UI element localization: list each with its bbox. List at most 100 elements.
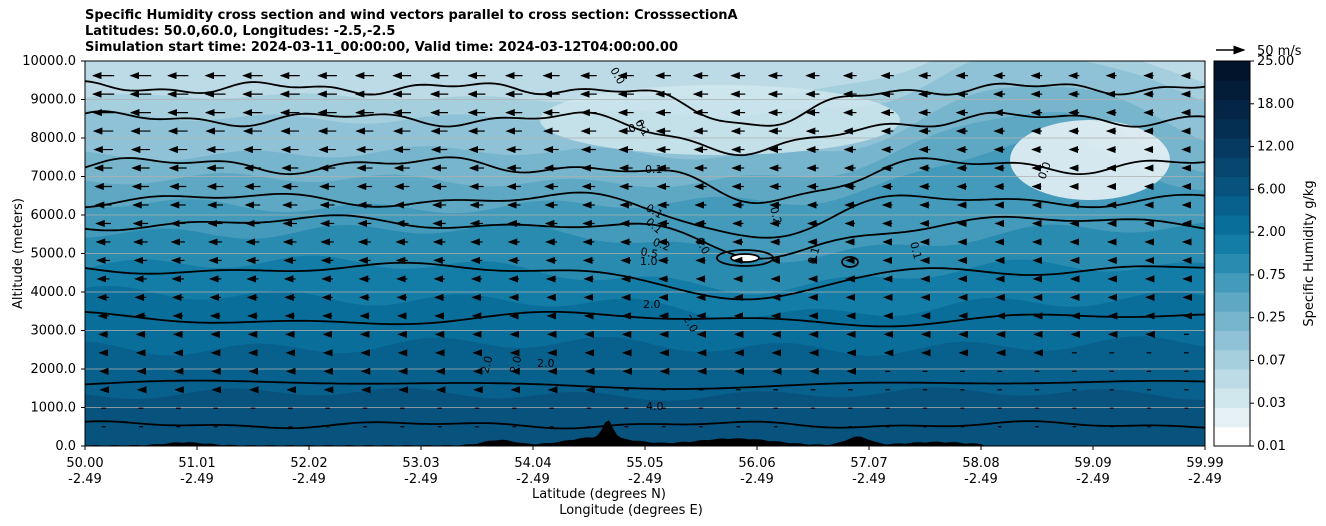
contour-label: 0.1 xyxy=(627,118,648,136)
colorbar-segment xyxy=(1214,118,1250,139)
colorbar-segment xyxy=(1214,253,1250,274)
y-tick-label: 6000.0 xyxy=(31,208,77,223)
colorbar-segment xyxy=(1214,311,1250,331)
x-tick-lon-label: -2.49 xyxy=(740,472,774,487)
colorbar-frame xyxy=(1213,60,1251,447)
y-tick-label: 8000.0 xyxy=(31,131,77,146)
dry-pocket xyxy=(1010,120,1170,200)
wind-reference-label: 50 m/s xyxy=(1257,44,1302,59)
contour-label: 0.2 xyxy=(767,205,784,225)
x-tick-lon-label: -2.49 xyxy=(404,472,438,487)
chart-subtitle-times: Simulation start time: 2024-03-11_00:00:… xyxy=(85,40,678,55)
colorbar-tick-label: 0.01 xyxy=(1257,439,1286,454)
y-tick-label: 4000.0 xyxy=(31,285,77,300)
colorbar-segment xyxy=(1214,388,1250,408)
colorbar-tick-label: 0.75 xyxy=(1257,268,1286,283)
contour-line-7 xyxy=(85,110,1205,157)
contour-line-4 xyxy=(85,214,1205,260)
colorbar-tick-label: 2.00 xyxy=(1257,225,1286,240)
contour-line-2 xyxy=(85,311,1205,328)
contour-line-0 xyxy=(85,379,1205,390)
y-tick-label: 7000.0 xyxy=(31,170,77,185)
x-tick-lon-label: -2.49 xyxy=(292,472,326,487)
colorbar-segment xyxy=(1214,195,1250,216)
colorbar-segment xyxy=(1214,234,1250,254)
x-tick-lon-label: -2.49 xyxy=(964,472,998,487)
contour-labels: 0.00.10.10.10.20.00.10.10.0 0.10.10.20.51… xyxy=(478,65,1053,413)
terrain xyxy=(85,420,1205,446)
colorbar-segment xyxy=(1214,330,1250,351)
x-tick-lat-label: 59.99 xyxy=(1186,456,1223,471)
contour-label: 4.0 xyxy=(646,400,664,413)
contour-label: 2.0 xyxy=(507,355,524,375)
colorbar-segment xyxy=(1214,426,1250,447)
colorbar-segment xyxy=(1214,157,1250,177)
colorbar-segment xyxy=(1214,215,1250,235)
y-tick-label: 2000.0 xyxy=(31,362,77,377)
y-tick-label: 9000.0 xyxy=(31,93,77,108)
colorbar-segment xyxy=(1214,369,1250,389)
colorbar-segment xyxy=(1214,272,1250,293)
contour-line-1 xyxy=(85,420,1205,430)
x-axis-label-longitude: Longitude (degrees E) xyxy=(559,503,703,518)
x-tick-lat-label: 56.06 xyxy=(738,456,775,471)
colorbar-tick-label: 12.00 xyxy=(1257,140,1294,155)
x-tick-lon-label: -2.49 xyxy=(180,472,214,487)
x-tick-lat-label: 59.09 xyxy=(1074,456,1111,471)
colorbar-tick-label: 0.07 xyxy=(1257,353,1286,368)
colorbar-segment xyxy=(1214,138,1250,158)
colorbar-tick-label: 6.00 xyxy=(1257,182,1286,197)
terrain-profile xyxy=(85,420,1205,446)
colorbar-segment xyxy=(1214,176,1250,197)
colorbar-tick-label: 18.00 xyxy=(1257,97,1294,112)
x-tick-lat-label: 51.01 xyxy=(178,456,215,471)
contour-label: 0.5 xyxy=(639,245,658,261)
x-tick-lat-label: 58.08 xyxy=(962,456,999,471)
x-tick-lat-label: 50.00 xyxy=(66,456,103,471)
colorbar-segment xyxy=(1214,349,1250,370)
colorbar: 0.01 0.03 0.07 0.25 0.75 2.00 6.00 12.00 18.00 25… xyxy=(1213,54,1317,454)
x-tick-lat-label: 54.04 xyxy=(514,456,551,471)
contour-label: 0.1 xyxy=(645,163,663,176)
colorbar-segment xyxy=(1214,61,1250,81)
x-tick-lat-label: 53.03 xyxy=(402,456,439,471)
humidity-contours xyxy=(85,80,1205,430)
x-tick-lat-label: 52.02 xyxy=(290,456,327,471)
contour-line-6 xyxy=(85,156,1205,205)
colorbar-segment xyxy=(1214,80,1250,100)
contour-label: 1.0 xyxy=(640,255,658,268)
chart-subtitle-coordinates: Latitudes: 50.0,60.0, Longitudes: -2.5,-… xyxy=(85,24,396,39)
contour-label: 2.0 xyxy=(643,298,661,311)
x-axis-label-latitude: Latitude (degrees N) xyxy=(532,487,666,502)
x-tick-lon-label: -2.49 xyxy=(1076,472,1110,487)
contour-line-3 xyxy=(85,261,1205,301)
contour-label: 0.0 xyxy=(1036,160,1054,181)
x-tick-lat-label: 55.05 xyxy=(626,456,663,471)
y-axis-label: Altitude (meters) xyxy=(11,198,26,309)
colorbar-label: Specific Humidity g/kg xyxy=(1302,180,1317,326)
humidity-band-13 xyxy=(85,387,1205,446)
y-tick-label: 0.0 xyxy=(55,439,76,454)
axes: 0.0 1000.0 2000.0 3000.0 4000.0 5000.0 6000.0 7… xyxy=(11,54,1224,518)
wind-vectors xyxy=(91,72,1193,428)
contour-label: 0.2 xyxy=(651,236,672,254)
y-tick-label: 5000.0 xyxy=(31,247,77,262)
colorbar-segment xyxy=(1214,407,1250,428)
colorbar-segment xyxy=(1214,292,1250,312)
contour-label: 0.1 xyxy=(805,246,822,266)
colorbar-tick-label: 0.25 xyxy=(1257,311,1286,326)
x-tick-lon-label: -2.49 xyxy=(68,472,102,487)
x-tick-lon-label: -2.49 xyxy=(852,472,886,487)
y-tick-label: 10000.0 xyxy=(22,54,76,69)
x-tick-lon-label: -2.49 xyxy=(516,472,550,487)
wind-reference-key: 50 m/s xyxy=(1216,44,1302,59)
colorbar-tick-label: 0.03 xyxy=(1257,396,1286,411)
colorbar-segment xyxy=(1214,99,1250,120)
x-tick-lon-label: -2.49 xyxy=(1188,472,1222,487)
y-tick-label: 1000.0 xyxy=(31,401,77,416)
contour-line-5 xyxy=(85,191,1205,239)
colorbar-tick-label: 25.00 xyxy=(1257,54,1294,69)
chart-title: Specific Humidity cross section and wind… xyxy=(85,8,738,23)
contour-label: 0.1 xyxy=(907,240,924,260)
contour-label: 2.0 xyxy=(537,357,555,370)
